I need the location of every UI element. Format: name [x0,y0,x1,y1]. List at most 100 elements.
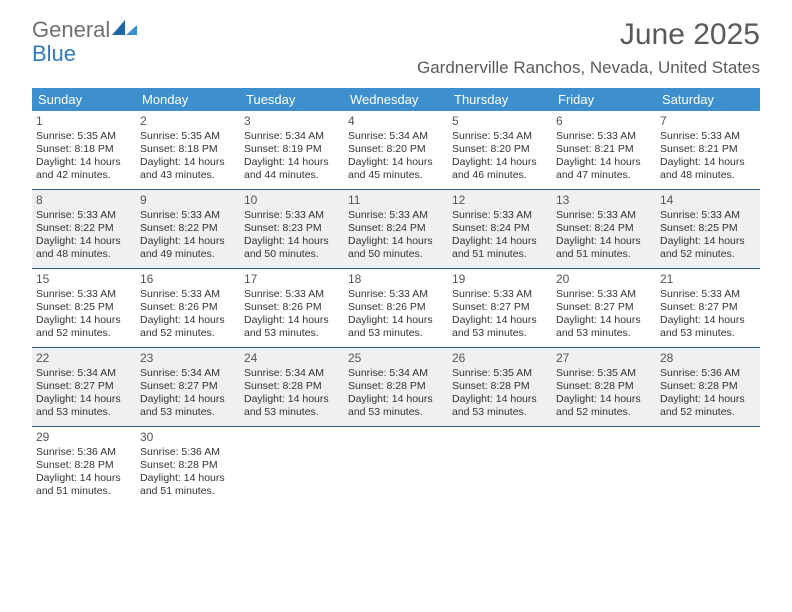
day-info: Sunrise: 5:33 AMSunset: 8:26 PMDaylight:… [140,288,236,341]
day-info-line: Daylight: 14 hours [36,314,132,327]
day-cell: 13Sunrise: 5:33 AMSunset: 8:24 PMDayligh… [552,190,656,268]
day-info-line: and 49 minutes. [140,248,236,261]
day-info-line: Sunrise: 5:36 AM [36,446,132,459]
week-row: 1Sunrise: 5:35 AMSunset: 8:18 PMDaylight… [32,111,760,190]
day-info: Sunrise: 5:34 AMSunset: 8:27 PMDaylight:… [36,367,132,420]
day-info: Sunrise: 5:33 AMSunset: 8:22 PMDaylight:… [140,209,236,262]
day-info-line: Sunset: 8:25 PM [36,301,132,314]
logo-sail-icon [112,18,138,41]
day-info-line: Daylight: 14 hours [140,156,236,169]
day-number: 18 [348,272,444,286]
week-row: 15Sunrise: 5:33 AMSunset: 8:25 PMDayligh… [32,269,760,348]
day-info-line: Sunset: 8:28 PM [348,380,444,393]
day-info-line: Daylight: 14 hours [244,156,340,169]
day-info: Sunrise: 5:33 AMSunset: 8:27 PMDaylight:… [660,288,756,341]
day-number: 23 [140,351,236,365]
day-info-line: Sunrise: 5:34 AM [140,367,236,380]
day-info-line: Daylight: 14 hours [348,235,444,248]
day-info: Sunrise: 5:33 AMSunset: 8:21 PMDaylight:… [556,130,652,183]
day-info-line: Sunset: 8:26 PM [244,301,340,314]
day-number: 6 [556,114,652,128]
day-number: 25 [348,351,444,365]
day-info: Sunrise: 5:33 AMSunset: 8:24 PMDaylight:… [348,209,444,262]
day-info-line: and 52 minutes. [556,406,652,419]
day-info-line: Sunset: 8:21 PM [660,143,756,156]
day-info: Sunrise: 5:34 AMSunset: 8:19 PMDaylight:… [244,130,340,183]
day-info-line: Sunset: 8:27 PM [660,301,756,314]
day-info-line: Daylight: 14 hours [556,156,652,169]
day-info-line: Daylight: 14 hours [556,235,652,248]
day-cell: 24Sunrise: 5:34 AMSunset: 8:28 PMDayligh… [240,348,344,426]
day-info-line: Daylight: 14 hours [556,393,652,406]
day-cell: 3 Sunrise: 5:34 AMSunset: 8:19 PMDaylight… [240,111,344,189]
day-info-line: and 48 minutes. [660,169,756,182]
day-info-line: and 50 minutes. [348,248,444,261]
day-info-line: Sunrise: 5:33 AM [660,209,756,222]
day-info-line: Daylight: 14 hours [660,393,756,406]
day-info: Sunrise: 5:33 AMSunset: 8:23 PMDaylight:… [244,209,340,262]
day-info-line: Sunrise: 5:33 AM [660,130,756,143]
day-info-line: and 53 minutes. [244,406,340,419]
day-info-line: Sunrise: 5:33 AM [660,288,756,301]
day-number: 3 [244,114,340,128]
day-number: 2 [140,114,236,128]
day-cell: 14Sunrise: 5:33 AMSunset: 8:25 PMDayligh… [656,190,760,268]
day-info-line: Sunset: 8:20 PM [452,143,548,156]
day-info: Sunrise: 5:35 AMSunset: 8:18 PMDaylight:… [140,130,236,183]
day-cell: 9 Sunrise: 5:33 AMSunset: 8:22 PMDaylight… [136,190,240,268]
logo: General Blue [32,18,138,66]
day-info-line: and 53 minutes. [140,406,236,419]
day-number: 13 [556,193,652,207]
day-info-line: Sunset: 8:28 PM [556,380,652,393]
weeks-container: 1Sunrise: 5:35 AMSunset: 8:18 PMDaylight… [32,111,760,505]
day-info-line: and 51 minutes. [556,248,652,261]
day-info-line: Sunset: 8:22 PM [140,222,236,235]
day-info-line: Sunset: 8:28 PM [452,380,548,393]
day-info-line: Sunset: 8:18 PM [36,143,132,156]
day-cell: 4Sunrise: 5:34 AMSunset: 8:20 PMDaylight… [344,111,448,189]
day-info-line: Sunset: 8:27 PM [452,301,548,314]
day-cell: 21Sunrise: 5:33 AMSunset: 8:27 PMDayligh… [656,269,760,347]
week-row: 22Sunrise: 5:34 AMSunset: 8:27 PMDayligh… [32,348,760,427]
day-cell: 5Sunrise: 5:34 AMSunset: 8:20 PMDaylight… [448,111,552,189]
day-number: 24 [244,351,340,365]
day-info-line: and 53 minutes. [452,327,548,340]
day-info-line: Daylight: 14 hours [660,314,756,327]
day-info-line: Sunset: 8:19 PM [244,143,340,156]
day-number: 9 [140,193,236,207]
day-cell-empty [448,427,552,505]
dow-monday: Monday [136,88,240,111]
page-root: General Blue June 2025 Gardnerville Ranc… [0,0,792,505]
day-number: 10 [244,193,340,207]
day-info-line: Sunrise: 5:33 AM [140,209,236,222]
day-number: 1 [36,114,132,128]
day-number: 14 [660,193,756,207]
dow-saturday: Saturday [656,88,760,111]
day-info-line: and 47 minutes. [556,169,652,182]
day-info-line: Daylight: 14 hours [348,156,444,169]
day-cell: 27Sunrise: 5:35 AMSunset: 8:28 PMDayligh… [552,348,656,426]
day-info: Sunrise: 5:33 AMSunset: 8:27 PMDaylight:… [556,288,652,341]
day-number: 15 [36,272,132,286]
day-info-line: Sunrise: 5:35 AM [140,130,236,143]
day-info-line: Daylight: 14 hours [452,156,548,169]
dow-header-row: Sunday Monday Tuesday Wednesday Thursday… [32,88,760,111]
header: General Blue June 2025 Gardnerville Ranc… [32,18,760,78]
day-info-line: and 50 minutes. [244,248,340,261]
day-info-line: Daylight: 14 hours [36,156,132,169]
day-info-line: and 53 minutes. [348,327,444,340]
day-info: Sunrise: 5:34 AMSunset: 8:20 PMDaylight:… [452,130,548,183]
day-info: Sunrise: 5:33 AMSunset: 8:22 PMDaylight:… [36,209,132,262]
day-info-line: Sunrise: 5:33 AM [348,288,444,301]
dow-wednesday: Wednesday [344,88,448,111]
day-info-line: Sunrise: 5:36 AM [140,446,236,459]
day-info-line: Daylight: 14 hours [140,472,236,485]
day-info-line: Sunset: 8:27 PM [556,301,652,314]
day-info-line: and 53 minutes. [244,327,340,340]
day-info-line: Daylight: 14 hours [348,314,444,327]
day-info-line: and 53 minutes. [348,406,444,419]
day-info-line: and 53 minutes. [556,327,652,340]
day-info-line: Daylight: 14 hours [36,235,132,248]
day-cell-empty [656,427,760,505]
day-cell: 19Sunrise: 5:33 AMSunset: 8:27 PMDayligh… [448,269,552,347]
